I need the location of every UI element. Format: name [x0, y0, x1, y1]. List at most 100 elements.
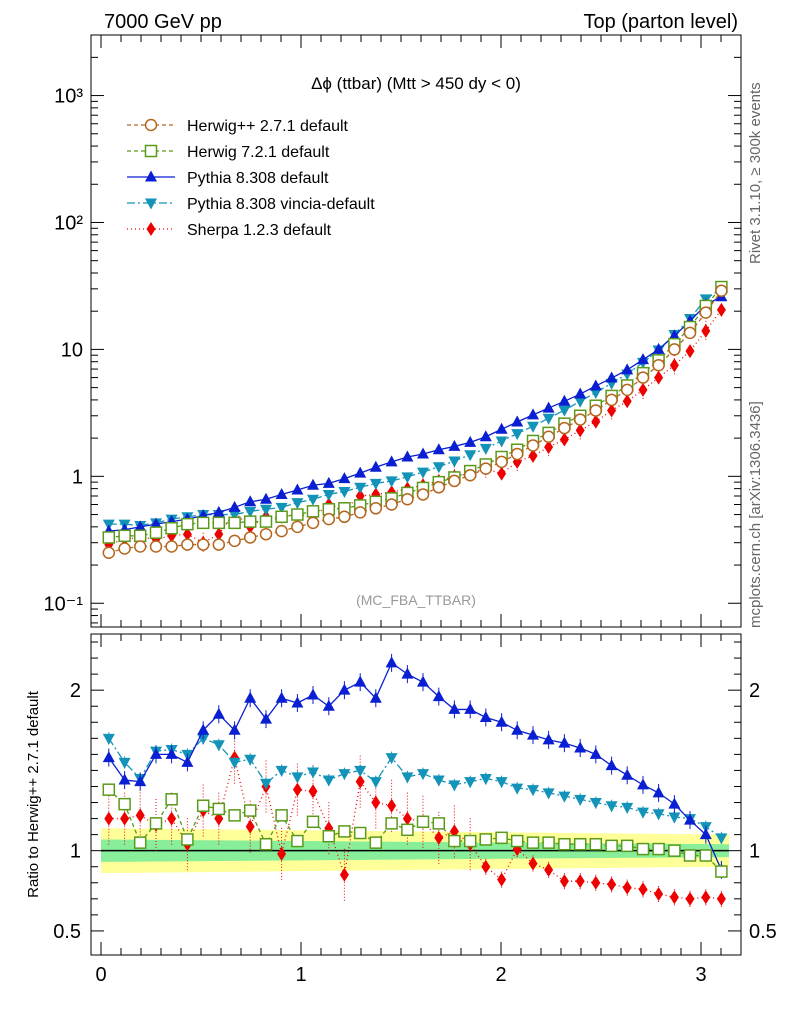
ratio-data-point — [542, 788, 555, 800]
data-point — [542, 430, 555, 444]
ratio-series-line — [108, 661, 722, 871]
data-point — [149, 526, 163, 539]
data-point — [338, 486, 351, 498]
ratio-data-point — [589, 838, 603, 851]
data-point — [652, 359, 665, 372]
data-point — [322, 512, 336, 526]
ratio-data-point — [510, 834, 524, 848]
data-point — [495, 455, 508, 469]
data-point — [338, 510, 351, 524]
data-point — [244, 506, 257, 518]
ratio-data-point — [591, 875, 601, 890]
legend-marker — [145, 170, 157, 182]
ratio-data-point — [322, 829, 336, 843]
data-point — [432, 481, 446, 494]
data-point — [291, 498, 304, 510]
data-point — [605, 371, 618, 383]
ratio-data-point — [134, 775, 147, 787]
data-point — [369, 478, 382, 490]
data-point — [338, 472, 351, 484]
data-point — [479, 443, 492, 455]
ratio-data-point — [275, 809, 288, 822]
ratio-data-point — [637, 807, 649, 819]
ratio-data-point — [322, 775, 335, 787]
ratio-data-point — [605, 839, 618, 853]
main-frame — [90, 34, 742, 628]
data-point — [182, 527, 192, 542]
ratio-data-point — [416, 815, 430, 829]
data-point — [307, 494, 319, 506]
ratio-data-point — [135, 808, 145, 823]
data-point — [637, 353, 649, 365]
ratio-data-point — [559, 874, 569, 889]
ratio-data-point — [102, 733, 115, 745]
ratio-data-point — [118, 797, 131, 811]
ratio-data-point — [668, 812, 681, 824]
series-line — [108, 296, 722, 532]
ratio-data-point — [417, 675, 429, 687]
data-point — [558, 421, 571, 435]
ratio-data-point — [668, 844, 681, 857]
data-point — [275, 487, 288, 499]
data-point — [181, 538, 194, 551]
data-point — [526, 439, 540, 452]
ratio-data-point — [652, 786, 665, 798]
data-point — [212, 505, 225, 517]
data-point — [306, 516, 320, 530]
ratio-data-point — [668, 797, 681, 809]
ratio-data-point — [526, 836, 540, 849]
ratio-y-tick-label: 1 — [749, 841, 760, 863]
ratio-data-point — [102, 783, 116, 796]
data-point — [511, 415, 524, 427]
data-point — [401, 492, 414, 506]
ratio-data-point — [228, 757, 241, 769]
legend-label: Sherpa 1.2.3 default — [187, 222, 332, 239]
ratio-data-point — [133, 836, 147, 849]
chart-title: Δϕ (ttbar) (Mtt > 450 dy < 0) — [311, 74, 521, 93]
data-point — [385, 476, 398, 488]
ratio-data-point — [605, 801, 618, 813]
ratio-data-point — [260, 712, 272, 724]
ratio-data-point — [652, 809, 665, 821]
legend-label: Herwig++ 2.7.1 default — [187, 118, 349, 135]
data-point — [133, 529, 147, 543]
ratio-data-point — [196, 799, 210, 812]
ratio-data-point — [402, 811, 412, 826]
ratio-data-point — [275, 691, 288, 703]
watermark: (MC_FBA_TTBAR) — [356, 592, 476, 608]
data-point — [527, 421, 539, 433]
ratio-data-point — [387, 798, 397, 813]
data-point — [432, 443, 445, 455]
ratio-data-point — [339, 867, 349, 882]
ratio-data-point — [244, 691, 257, 703]
ratio-data-point — [120, 811, 130, 826]
data-point — [260, 492, 272, 504]
ratio-data-point — [575, 874, 585, 889]
ratio-data-point — [495, 831, 508, 845]
data-point — [228, 534, 241, 548]
data-point — [621, 363, 634, 375]
data-point — [527, 408, 539, 420]
ratio-data-point — [511, 723, 524, 735]
main-panel: 10⁻¹ 1 10 10² 10³ Δϕ (ttbar) (Mtt > 450 dy < … — [44, 34, 742, 628]
series-1 — [102, 280, 728, 544]
mcplots-label: mcplots.cern.ch [arXiv:1306.3436] — [747, 401, 764, 628]
legend-marker — [145, 198, 157, 210]
data-point — [574, 387, 587, 399]
ratio-data-point — [448, 834, 461, 848]
ratio-data-point — [165, 793, 178, 806]
legend-marker — [144, 144, 158, 158]
data-point — [165, 540, 178, 553]
ratio-data-point — [715, 833, 728, 845]
ratio-data-point — [102, 751, 115, 763]
ratio-x-tick-label: 2 — [495, 964, 506, 986]
data-point — [307, 478, 319, 490]
data-point — [620, 383, 634, 397]
data-point — [699, 306, 713, 319]
data-point — [102, 531, 116, 544]
data-point — [259, 515, 273, 528]
data-point — [118, 529, 131, 543]
data-point — [401, 472, 414, 484]
ratio-data-point — [544, 862, 554, 877]
